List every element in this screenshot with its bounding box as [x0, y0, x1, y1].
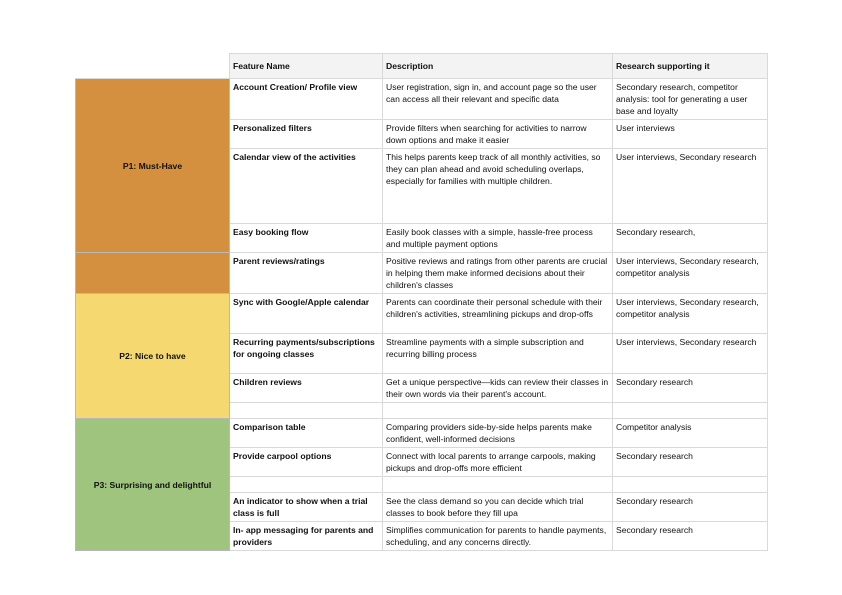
- table-row: Personalized filters Provide filters whe…: [76, 119, 768, 149]
- header-feature-name: Feature Name: [229, 53, 383, 79]
- table-row: Children reviews Get a unique perspectiv…: [76, 373, 768, 403]
- feature-name: In- app messaging for parents and provid…: [229, 521, 383, 551]
- feature-research: User interviews, Secondary research, com…: [612, 252, 768, 294]
- empty-cell: [382, 476, 613, 493]
- feature-research: Secondary research,: [612, 223, 768, 253]
- empty-row: [76, 476, 768, 493]
- feature-priority-table: Feature Name Description Research suppor…: [75, 53, 768, 551]
- feature-name: Calendar view of the activities: [229, 148, 383, 224]
- feature-name: Parent reviews/ratings: [229, 252, 383, 294]
- header-row: Feature Name Description Research suppor…: [75, 53, 768, 79]
- feature-description: This helps parents keep track of all mon…: [382, 148, 613, 224]
- feature-name: Account Creation/ Profile view: [229, 78, 383, 120]
- feature-description: Streamline payments with a simple subscr…: [382, 333, 613, 374]
- empty-cell: [612, 476, 768, 493]
- feature-research: Competitor analysis: [612, 418, 768, 448]
- feature-research: User interviews, Secondary research: [612, 148, 768, 224]
- empty-row: [76, 402, 768, 419]
- corner-cell: [75, 53, 230, 79]
- feature-description: See the class demand so you can decide w…: [382, 492, 613, 522]
- feature-description: Positive reviews and ratings from other …: [382, 252, 613, 294]
- header-description: Description: [382, 53, 613, 79]
- feature-research: User interviews, Secondary research, com…: [612, 293, 768, 334]
- feature-name: Provide carpool options: [229, 447, 383, 477]
- group-p2-label: P2: Nice to have: [75, 293, 230, 419]
- table-row: Recurring payments/subscriptions for ong…: [76, 333, 768, 374]
- feature-name: Recurring payments/subscriptions for ong…: [229, 333, 383, 374]
- empty-cell: [229, 402, 383, 419]
- feature-description: User registration, sign in, and account …: [382, 78, 613, 120]
- empty-cell: [612, 402, 768, 419]
- group-p3-label: P3: Surprising and delightful: [75, 418, 230, 551]
- feature-research: Secondary research: [612, 447, 768, 477]
- empty-cell: [382, 402, 613, 419]
- table-row: P2: Nice to have Sync with Google/Apple …: [75, 293, 768, 419]
- table-row: P3: Surprising and delightful Comparison…: [75, 418, 768, 551]
- feature-research: Secondary research: [612, 492, 768, 522]
- table-row: Provide carpool options Connect with loc…: [76, 447, 768, 477]
- feature-description: Simplifies communication for parents to …: [382, 521, 613, 551]
- feature-description: Easily book classes with a simple, hassl…: [382, 223, 613, 253]
- feature-name: Easy booking flow: [229, 223, 383, 253]
- feature-name: An indicator to show when a trial class …: [229, 492, 383, 522]
- table-row: P1: Must-Have Account Creation/ Profile …: [75, 78, 768, 253]
- feature-name: Personalized filters: [229, 119, 383, 149]
- table-row: Calendar view of the activities This hel…: [76, 148, 768, 224]
- feature-research: Secondary research, competitor analysis:…: [612, 78, 768, 120]
- feature-description: Parents can coordinate their personal sc…: [382, 293, 613, 334]
- feature-research: Secondary research: [612, 373, 768, 403]
- table-row: An indicator to show when a trial class …: [76, 492, 768, 522]
- feature-name: Children reviews: [229, 373, 383, 403]
- feature-name: Comparison table: [229, 418, 383, 448]
- feature-description: Get a unique perspective—kids can review…: [382, 373, 613, 403]
- header-research: Research supporting it: [612, 53, 768, 79]
- table-row: In- app messaging for parents and provid…: [76, 521, 768, 551]
- empty-cell: [229, 476, 383, 493]
- feature-description: Connect with local parents to arrange ca…: [382, 447, 613, 477]
- table-row: Easy booking flow Easily book classes wi…: [76, 223, 768, 253]
- group-p1-label: P1: Must-Have: [75, 78, 230, 253]
- table-row: Parent reviews/ratings Positive reviews …: [75, 252, 768, 294]
- feature-research: User interviews, Secondary research: [612, 333, 768, 374]
- feature-description: Provide filters when searching for activ…: [382, 119, 613, 149]
- feature-research: Secondary research: [612, 521, 768, 551]
- feature-name: Sync with Google/Apple calendar: [229, 293, 383, 334]
- group-p1-extension: [75, 252, 230, 294]
- feature-research: User interviews: [612, 119, 768, 149]
- feature-description: Comparing providers side-by-side helps p…: [382, 418, 613, 448]
